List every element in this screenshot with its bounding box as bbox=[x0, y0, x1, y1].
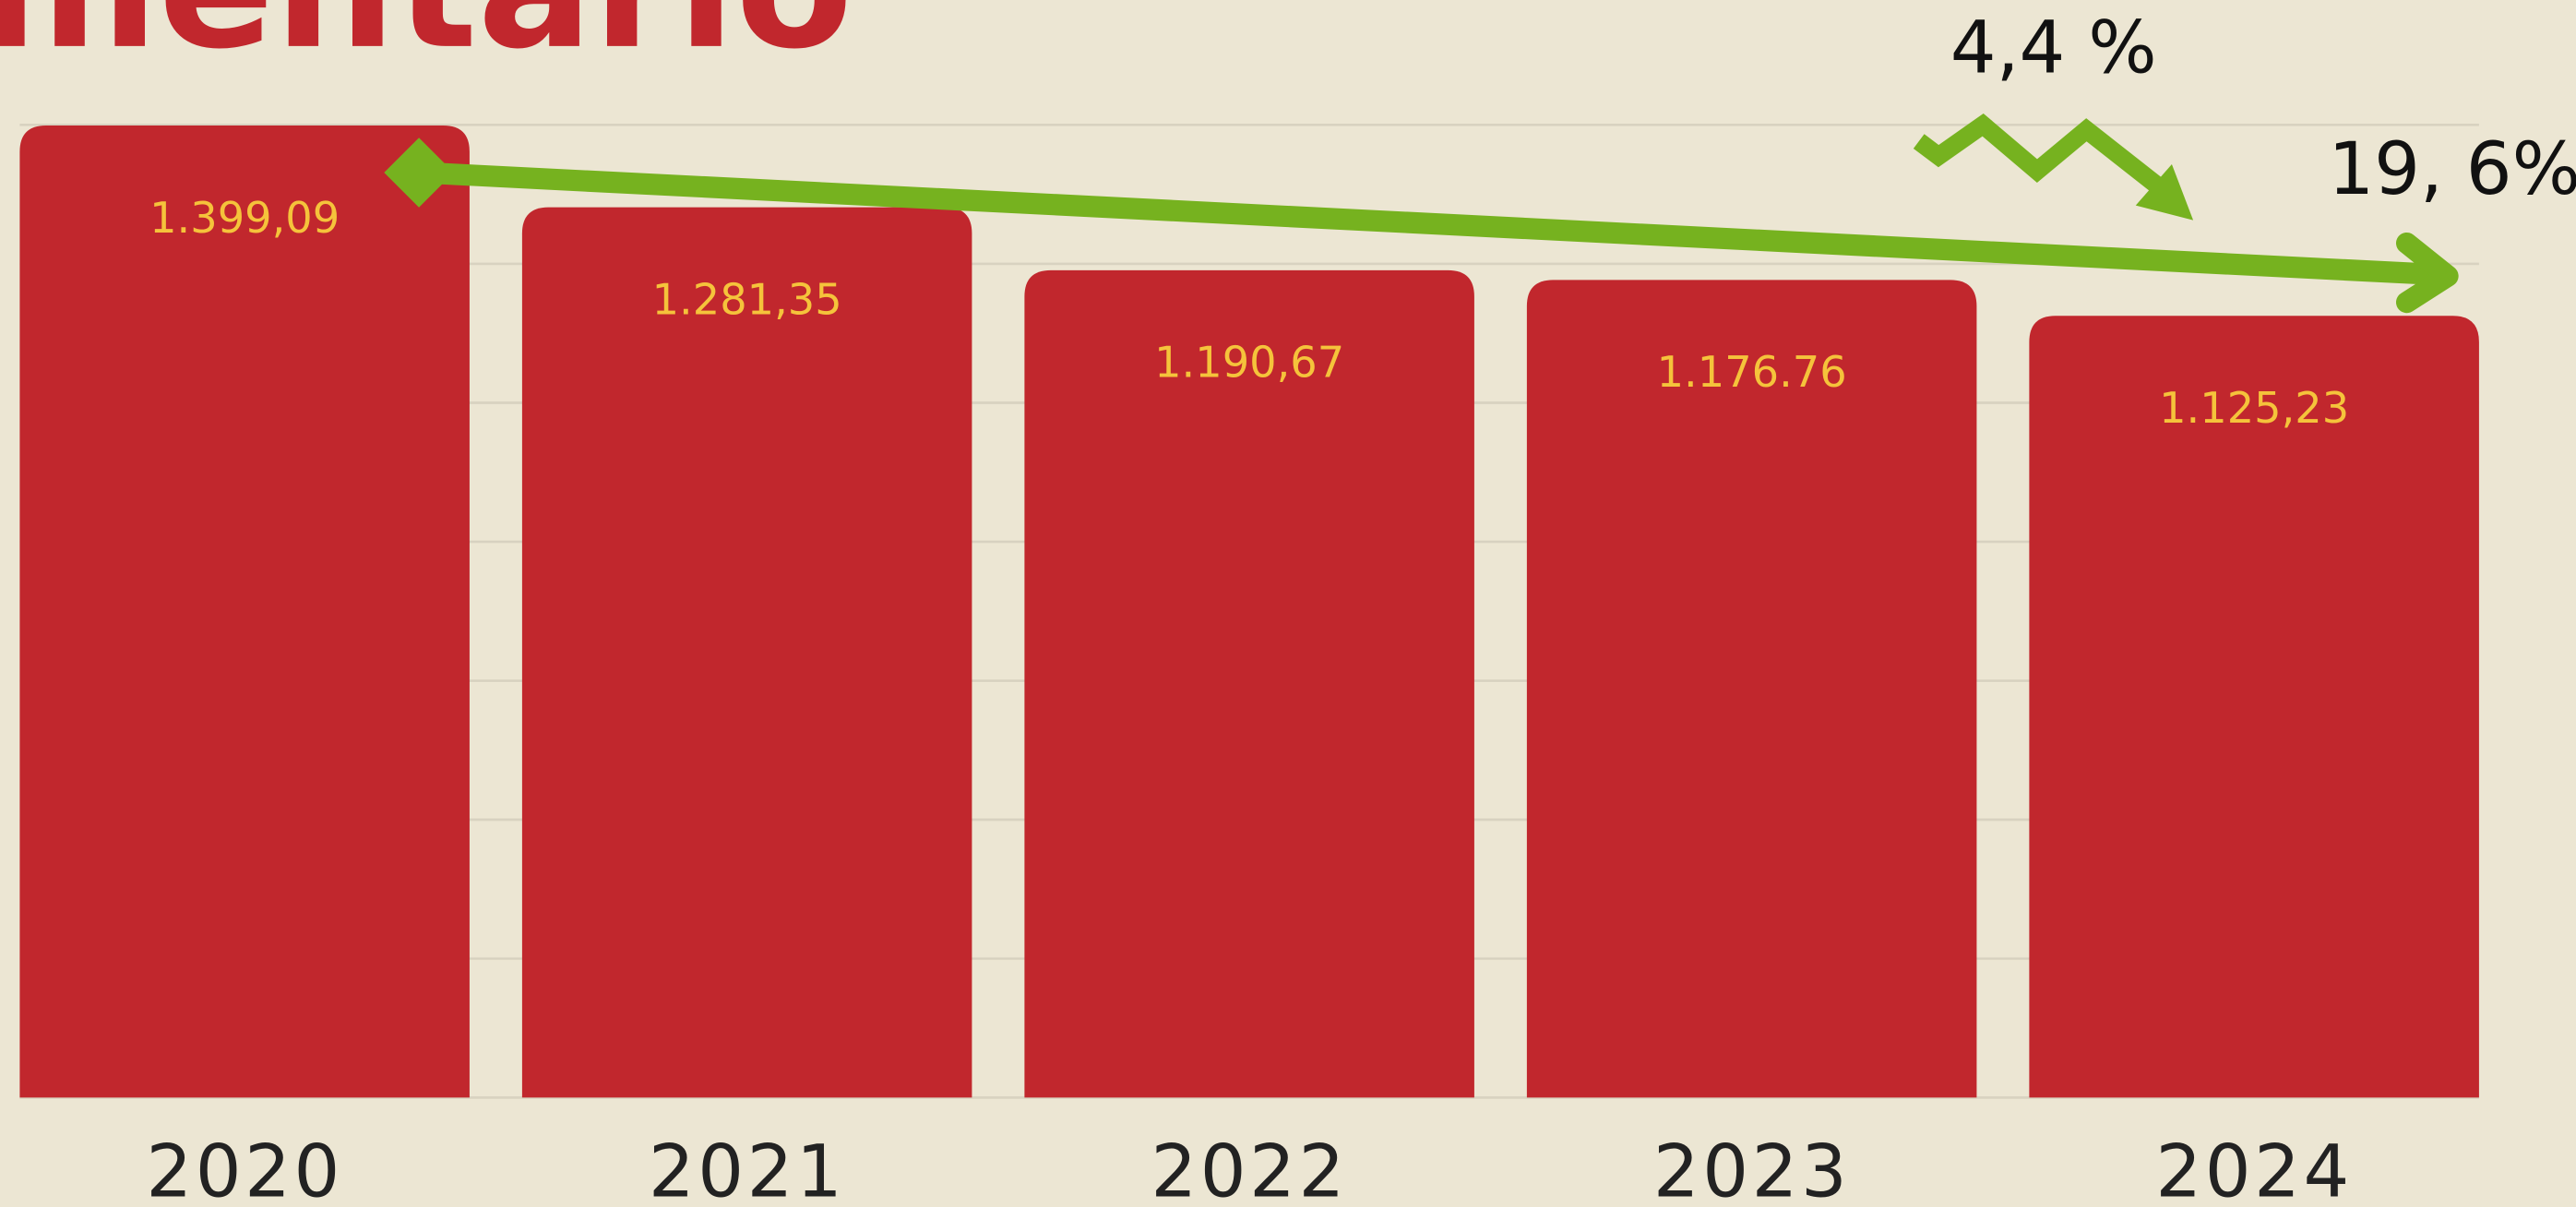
bar bbox=[19, 125, 470, 1098]
bar bbox=[521, 207, 972, 1098]
bar bbox=[1526, 280, 1977, 1098]
x-tick-label: 2020 bbox=[146, 1129, 343, 1207]
bar bbox=[1024, 269, 1474, 1098]
x-tick-label: 2021 bbox=[649, 1129, 846, 1207]
bar bbox=[2029, 316, 2479, 1098]
value-label: 1.176.76 bbox=[1657, 347, 1847, 397]
value-label: 1.281,35 bbox=[652, 274, 842, 324]
value-label: 1.125,23 bbox=[2159, 383, 2349, 433]
zigzag-arrow bbox=[1913, 113, 2194, 221]
x-tick-label: 2022 bbox=[1151, 1129, 1348, 1207]
value-label: 1.399,09 bbox=[149, 193, 340, 243]
chart-title: mentario bbox=[0, 0, 853, 87]
value-label: 1.190,67 bbox=[1154, 338, 1344, 388]
annotation: 19, 6% bbox=[2328, 127, 2576, 211]
annotation: 4,4 % bbox=[1950, 6, 2157, 90]
x-tick-label: 2023 bbox=[1653, 1129, 1851, 1207]
x-tick-label: 2024 bbox=[2155, 1129, 2353, 1207]
